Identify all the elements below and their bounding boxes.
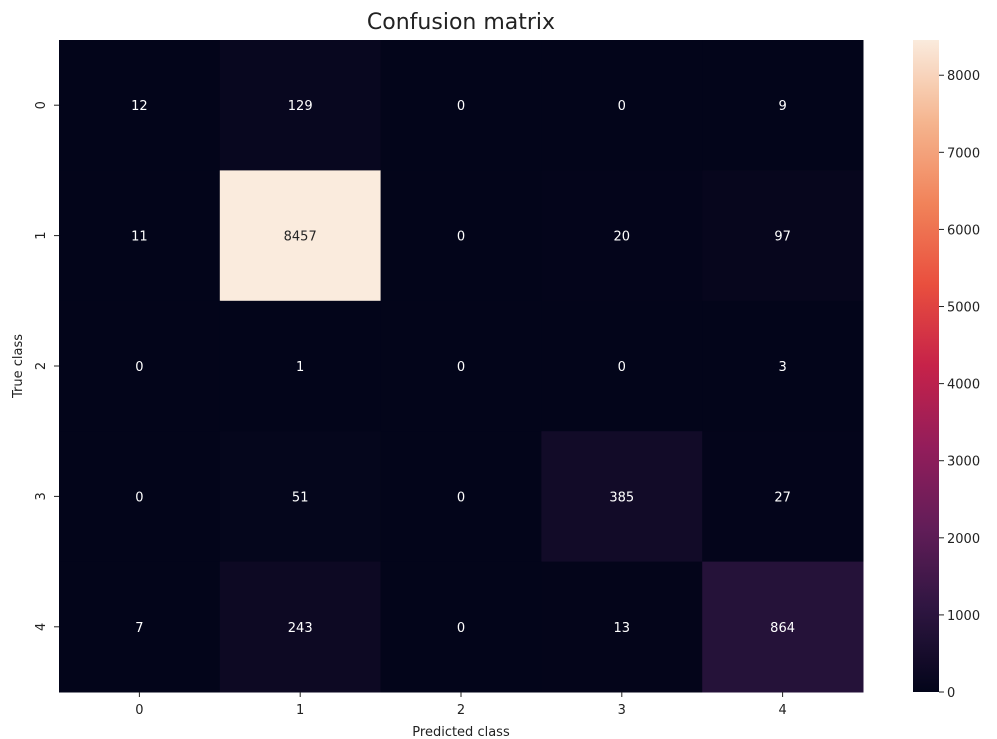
y-axis-label: True class xyxy=(11,334,26,399)
heatmap-cell-3-2 xyxy=(380,431,542,563)
cell-value-2-1: 1 xyxy=(296,360,304,375)
heatmap-cell-3-0 xyxy=(59,431,221,563)
heatmap-cell-0-3 xyxy=(541,40,703,171)
cell-value-3-3: 385 xyxy=(609,490,634,505)
y-axis: 0 1 2 3 4 xyxy=(34,101,59,631)
colorbar-tick-label-5: 5000 xyxy=(947,301,980,316)
heatmap-cell-4-2 xyxy=(380,561,542,693)
heatmap-cell-1-2 xyxy=(380,170,542,302)
heatmap-cell-1-3 xyxy=(541,170,703,302)
cell-value-3-2: 0 xyxy=(457,490,465,505)
colorbar-tick-label-6: 6000 xyxy=(947,223,980,238)
heatmap-cell-0-2 xyxy=(380,40,542,171)
cell-value-3-1: 51 xyxy=(292,490,309,505)
colorbar: 0 1000 2000 3000 4000 5000 6000 7000 8000 xyxy=(913,40,980,701)
cell-value-2-0: 0 xyxy=(135,360,143,375)
colorbar-tick-label-7: 7000 xyxy=(947,146,980,161)
cell-annotations: 12 129 0 0 9 11 8457 0 20 97 0 1 0 0 3 0 51 0 385 27 7 243 0 13… xyxy=(131,99,795,636)
heatmap-cell-2-4 xyxy=(702,300,864,432)
x-tick-label-0: 0 xyxy=(135,703,143,718)
cell-value-4-3: 13 xyxy=(614,621,631,636)
heatmap-cell-3-1 xyxy=(219,431,382,563)
heatmap-cell-0-1 xyxy=(219,40,382,171)
cell-value-1-1: 8457 xyxy=(284,230,317,245)
cell-value-4-0: 7 xyxy=(135,621,143,636)
cell-value-0-4: 9 xyxy=(778,99,786,114)
heatmap-cell-4-3 xyxy=(541,561,703,693)
heatmap-cell-2-0 xyxy=(59,300,221,432)
cell-value-1-2: 0 xyxy=(457,230,465,245)
heatmap-cell-1-1 xyxy=(219,170,382,302)
x-tick-label-1: 1 xyxy=(296,703,304,718)
x-tick-label-2: 2 xyxy=(457,703,465,718)
y-tick-label-2: 2 xyxy=(34,362,49,370)
heatmap-cell-0-4 xyxy=(702,40,864,171)
heatmap-cell-3-4 xyxy=(702,431,864,563)
x-tick-label-3: 3 xyxy=(618,703,626,718)
heatmap-cell-2-3 xyxy=(541,300,703,432)
colorbar-tick-label-3: 3000 xyxy=(947,455,980,470)
colorbar-tick-label-0: 0 xyxy=(947,686,955,701)
heatmap-cell-4-4 xyxy=(702,561,864,693)
cell-value-4-4: 864 xyxy=(770,621,795,636)
cell-value-1-0: 11 xyxy=(131,230,148,245)
colorbar-tick-label-4: 4000 xyxy=(947,378,980,393)
cell-value-0-3: 0 xyxy=(618,99,626,114)
heatmap-cell-3-3 xyxy=(541,431,703,563)
heatmap-cell-4-0 xyxy=(59,561,221,693)
cell-value-0-0: 12 xyxy=(131,99,148,114)
heatmap-cell-2-1 xyxy=(219,300,382,432)
y-tick-label-3: 3 xyxy=(34,492,49,500)
colorbar-tick-label-1: 1000 xyxy=(947,609,980,624)
cell-value-0-1: 129 xyxy=(288,99,313,114)
cell-value-4-1: 243 xyxy=(288,621,313,636)
cell-value-2-4: 3 xyxy=(778,360,786,375)
cell-value-1-3: 20 xyxy=(614,230,631,245)
cell-value-4-2: 0 xyxy=(457,621,465,636)
colorbar-gradient xyxy=(913,40,939,692)
cell-value-3-0: 0 xyxy=(135,490,143,505)
x-axis-label: Predicted class xyxy=(412,725,510,739)
chart-title: Confusion matrix xyxy=(367,10,555,35)
cell-value-2-2: 0 xyxy=(457,360,465,375)
heatmap-cell-0-0 xyxy=(59,40,221,171)
cell-value-2-3: 0 xyxy=(618,360,626,375)
x-axis: 0 1 2 3 4 xyxy=(135,692,787,718)
cell-value-3-4: 27 xyxy=(774,490,791,505)
heatmap-grid xyxy=(59,40,864,693)
cell-value-1-4: 97 xyxy=(774,230,791,245)
y-tick-label-0: 0 xyxy=(34,101,49,109)
x-tick-label-4: 4 xyxy=(778,703,786,718)
heatmap-cell-2-2 xyxy=(380,300,542,432)
y-tick-label-1: 1 xyxy=(34,231,49,239)
colorbar-tick-label-8: 8000 xyxy=(947,69,980,84)
heatmap-cell-1-4 xyxy=(702,170,864,302)
cell-value-0-2: 0 xyxy=(457,99,465,114)
heatmap-cell-4-1 xyxy=(219,561,382,693)
heatmap-cell-1-0 xyxy=(59,170,221,302)
colorbar-tick-label-2: 2000 xyxy=(947,532,980,547)
y-tick-label-4: 4 xyxy=(34,623,49,631)
